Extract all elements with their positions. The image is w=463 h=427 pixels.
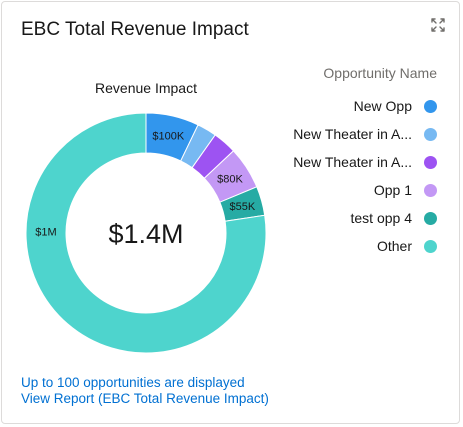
expand-icon[interactable] (430, 17, 446, 33)
legend-item[interactable]: test opp 4 (293, 204, 437, 232)
chart-legend: New Opp New Theater in A... New Theater in… (293, 92, 437, 260)
legend-swatch (424, 127, 437, 141)
legend-item[interactable]: New Theater in A... (293, 120, 437, 148)
legend-swatch (424, 155, 437, 169)
legend-swatch (424, 99, 437, 113)
legend-item[interactable]: Other (293, 232, 437, 260)
slice-data-label: $1M (35, 226, 56, 238)
donut-slice[interactable] (25, 112, 267, 354)
opportunities-info-link[interactable]: Up to 100 opportunities are displayed (21, 375, 245, 390)
legend-item[interactable]: New Theater in A... (293, 148, 437, 176)
legend-label: Other (376, 238, 412, 254)
legend-label: test opp 4 (350, 210, 413, 226)
legend-title: Opportunity Name (323, 65, 437, 81)
card-title: EBC Total Revenue Impact (21, 19, 249, 40)
card-footer: Up to 100 opportunities are displayed Vi… (21, 375, 269, 407)
slice-data-label: $80K (217, 174, 243, 186)
view-report-link[interactable]: View Report (EBC Total Revenue Impact) (21, 391, 269, 406)
legend-label: New Theater in A... (293, 154, 412, 170)
legend-swatch (424, 211, 437, 225)
legend-label: Opp 1 (373, 182, 412, 198)
legend-label: New Theater in A... (293, 126, 412, 142)
legend-swatch (424, 183, 437, 197)
legend-swatch (424, 239, 437, 253)
legend-item[interactable]: New Opp (293, 92, 437, 120)
legend-item[interactable]: Opp 1 (293, 176, 437, 204)
slice-data-label: $100K (152, 131, 184, 143)
slice-data-label: $55K (229, 201, 255, 213)
donut-center-total: $1.4M (108, 219, 183, 249)
legend-label: New Opp (353, 98, 412, 114)
